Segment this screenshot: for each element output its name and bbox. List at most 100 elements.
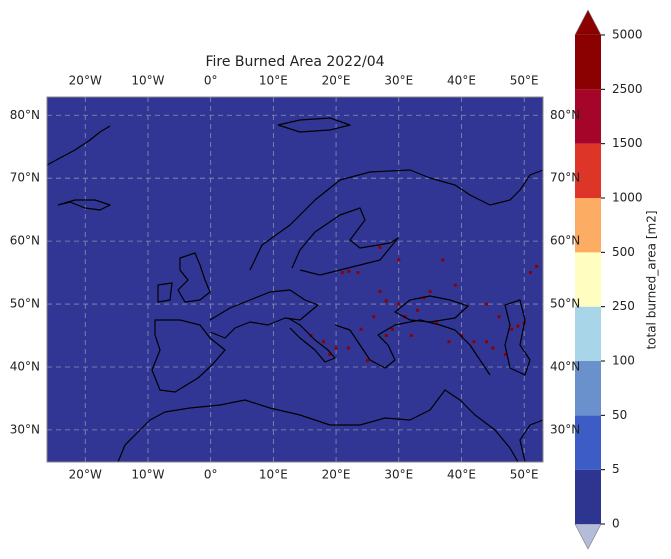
coastline: [287, 317, 336, 363]
fire-point: [485, 302, 489, 306]
colorbar-bin: [575, 143, 601, 198]
coastline: [57, 199, 111, 211]
fire-point: [347, 269, 351, 273]
y-tick-label: 40°N: [550, 359, 580, 373]
fire-point: [416, 308, 420, 312]
y-tick-label: 30°N: [550, 422, 580, 436]
map: [47, 97, 543, 462]
fire-point: [497, 315, 501, 319]
fire-point: [441, 258, 445, 262]
fire-point: [491, 346, 495, 350]
y-tick-label: 60°N: [10, 234, 40, 248]
fire-point: [340, 271, 344, 275]
coastline: [504, 299, 531, 376]
colorbar-tick-label: 250: [612, 299, 635, 313]
colorbar-bin: [575, 35, 601, 90]
coastline: [277, 117, 351, 133]
map-frame: [46, 96, 544, 463]
fire-point: [391, 327, 395, 331]
x-tick-label: 50°E: [510, 468, 539, 482]
fire-point: [447, 340, 451, 344]
fire-point: [510, 327, 514, 331]
fire-point: [384, 334, 388, 338]
y-tick-label: 30°N: [10, 422, 40, 436]
fire-point: [397, 258, 401, 262]
fire-point: [428, 289, 432, 293]
fire-point: [397, 302, 401, 306]
x-tick-label: 20°W: [69, 468, 102, 482]
x-tick-label: 20°W: [69, 74, 102, 88]
y-tick-label: 80°N: [10, 108, 40, 122]
fire-point: [434, 321, 438, 325]
fire-point: [535, 264, 539, 268]
fire-point: [347, 346, 351, 350]
colorbar-tick-label: 500: [612, 245, 635, 259]
colorbar-tick-label: 5000: [612, 28, 643, 42]
colorbar-label: total burned_area [m2]: [645, 210, 659, 349]
coastline: [46, 125, 111, 166]
colorbar-extend-under: [574, 523, 602, 550]
coastline: [117, 389, 519, 463]
x-tick-label: 10°W: [131, 74, 164, 88]
x-tick-label: 50°E: [510, 74, 539, 88]
fire-point: [356, 271, 360, 275]
colorbar-tick-label: 50: [612, 408, 627, 422]
fire-point: [372, 315, 376, 319]
y-tick-label: 70°N: [10, 171, 40, 185]
colorbar-bin: [575, 469, 601, 524]
coastline: [334, 319, 491, 376]
colorbar-tick-label: 5: [612, 462, 620, 476]
x-tick-label: 0°: [204, 468, 218, 482]
fire-point: [516, 324, 520, 328]
fire-point: [328, 352, 332, 356]
fire-point: [334, 346, 338, 350]
coastline: [291, 207, 399, 276]
fire-point: [453, 283, 457, 287]
y-tick-label: 60°N: [550, 234, 580, 248]
colorbar-bin: [575, 252, 601, 307]
colorbar-tick-label: 1000: [612, 191, 643, 205]
x-tick-label: 0°: [204, 74, 218, 88]
fire-point: [409, 334, 413, 338]
colorbar-bin: [575, 361, 601, 416]
colorbar-tick-label: 2500: [612, 82, 643, 96]
coastline: [394, 295, 469, 323]
y-tick-label: 80°N: [550, 108, 580, 122]
colorbar-bin: [575, 306, 601, 361]
x-tick-label: 10°E: [259, 74, 288, 88]
colorbar-extend-over: [574, 9, 602, 36]
fire-point: [384, 299, 388, 303]
coastline: [249, 169, 544, 271]
fire-point: [503, 352, 507, 356]
y-tick-label: 50°N: [10, 297, 40, 311]
colorbar-tick-label: 1500: [612, 136, 643, 150]
coastline: [177, 252, 211, 303]
coastline: [209, 289, 319, 339]
y-tick-label: 50°N: [550, 297, 580, 311]
fire-point: [322, 340, 326, 344]
chart-title: Fire Burned Area 2022/04: [205, 54, 384, 70]
fire-point: [485, 340, 489, 344]
x-tick-label: 10°E: [259, 468, 288, 482]
colorbar: 0 5 50 100 250 500 1000 1500 2500 5000: [574, 9, 643, 550]
fire-point: [378, 289, 382, 293]
y-tick-label: 40°N: [10, 359, 40, 373]
colorbar-bin: [575, 415, 601, 470]
fire-point: [528, 271, 532, 275]
x-tick-label: 30°E: [384, 468, 413, 482]
fire-point: [365, 359, 369, 363]
coastline: [151, 319, 226, 393]
colorbar-tick-label: 0: [612, 517, 620, 531]
map-background: [47, 97, 543, 462]
colorbar-bin: [575, 89, 601, 144]
fire-point: [378, 245, 382, 249]
colorbar-bin: [575, 198, 601, 253]
fire-point: [403, 315, 407, 319]
x-tick-label: 10°W: [131, 468, 164, 482]
colorbar-tick-label: 100: [612, 354, 635, 368]
x-tick-label: 20°E: [322, 468, 351, 482]
fire-point: [459, 334, 463, 338]
x-tick-label: 40°E: [447, 74, 476, 88]
